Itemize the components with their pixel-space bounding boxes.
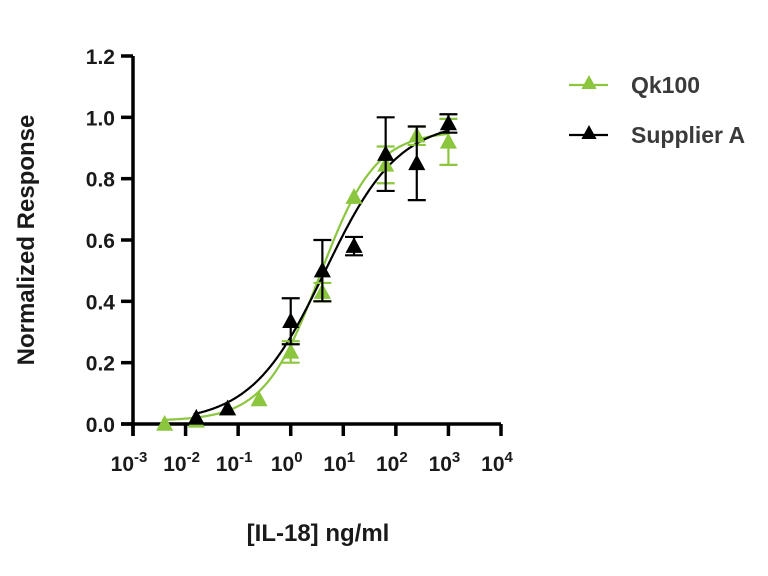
x-tick-label: 102 [376, 449, 408, 476]
y-axis-title: Normalized Response [13, 115, 40, 366]
legend-marker-triangle-icon [581, 75, 597, 89]
legend-marker-triangle-icon [581, 125, 597, 139]
x-tick-label: 10-1 [216, 449, 253, 476]
data-point-supplier-a [219, 399, 237, 416]
data-point-supplier-a [408, 154, 426, 171]
x-axis-title: [IL-18] ng/ml [247, 520, 390, 547]
data-point-supplier-a [282, 312, 300, 329]
legend-label: Supplier A [631, 122, 745, 148]
legend: Qk100 Supplier A [569, 72, 745, 148]
y-tick-label: 0.2 [86, 353, 115, 376]
data-point-supplier-a [377, 145, 395, 161]
data-point-supplier-a [439, 114, 457, 131]
y-tick-label: 0.4 [86, 291, 116, 314]
data-point-qk100 [156, 415, 174, 431]
x-tick-label: 10-2 [163, 449, 200, 476]
y-tick-label: 0.0 [86, 414, 115, 437]
fit-curve-supplier-a [193, 129, 449, 416]
x-tick-label: 104 [481, 449, 513, 476]
data-point-qk100 [439, 132, 457, 149]
data-point-qk100 [282, 342, 300, 359]
legend-item-qk100: Qk100 [569, 72, 700, 98]
data-point-supplier-a [187, 408, 205, 425]
x-tick-label: 101 [323, 449, 355, 476]
y-tick-label: 0.8 [86, 169, 116, 192]
y-tick-label: 1.2 [86, 46, 115, 69]
data-points [156, 113, 458, 431]
axes: 0.0 0.2 0.4 0.6 0.8 1.0 1.2 10-3 10-2 10-1 100 101 1… [86, 46, 514, 476]
fit-curves [162, 129, 449, 421]
data-point-supplier-a [345, 237, 363, 253]
legend-label: Qk100 [631, 72, 700, 98]
x-tick-label: 103 [429, 449, 461, 476]
data-point-supplier-a [313, 261, 331, 278]
y-tick-label: 1.0 [86, 107, 115, 130]
data-point-qk100 [250, 390, 268, 407]
x-tick-label: 10-3 [111, 449, 148, 476]
fit-curve-qk100 [162, 132, 449, 421]
y-tick-label: 0.6 [86, 230, 115, 253]
series-supplier-a [187, 113, 458, 425]
data-point-qk100 [345, 188, 363, 204]
legend-item-supplier-a: Supplier A [569, 122, 745, 148]
x-tick-label: 100 [271, 449, 303, 476]
